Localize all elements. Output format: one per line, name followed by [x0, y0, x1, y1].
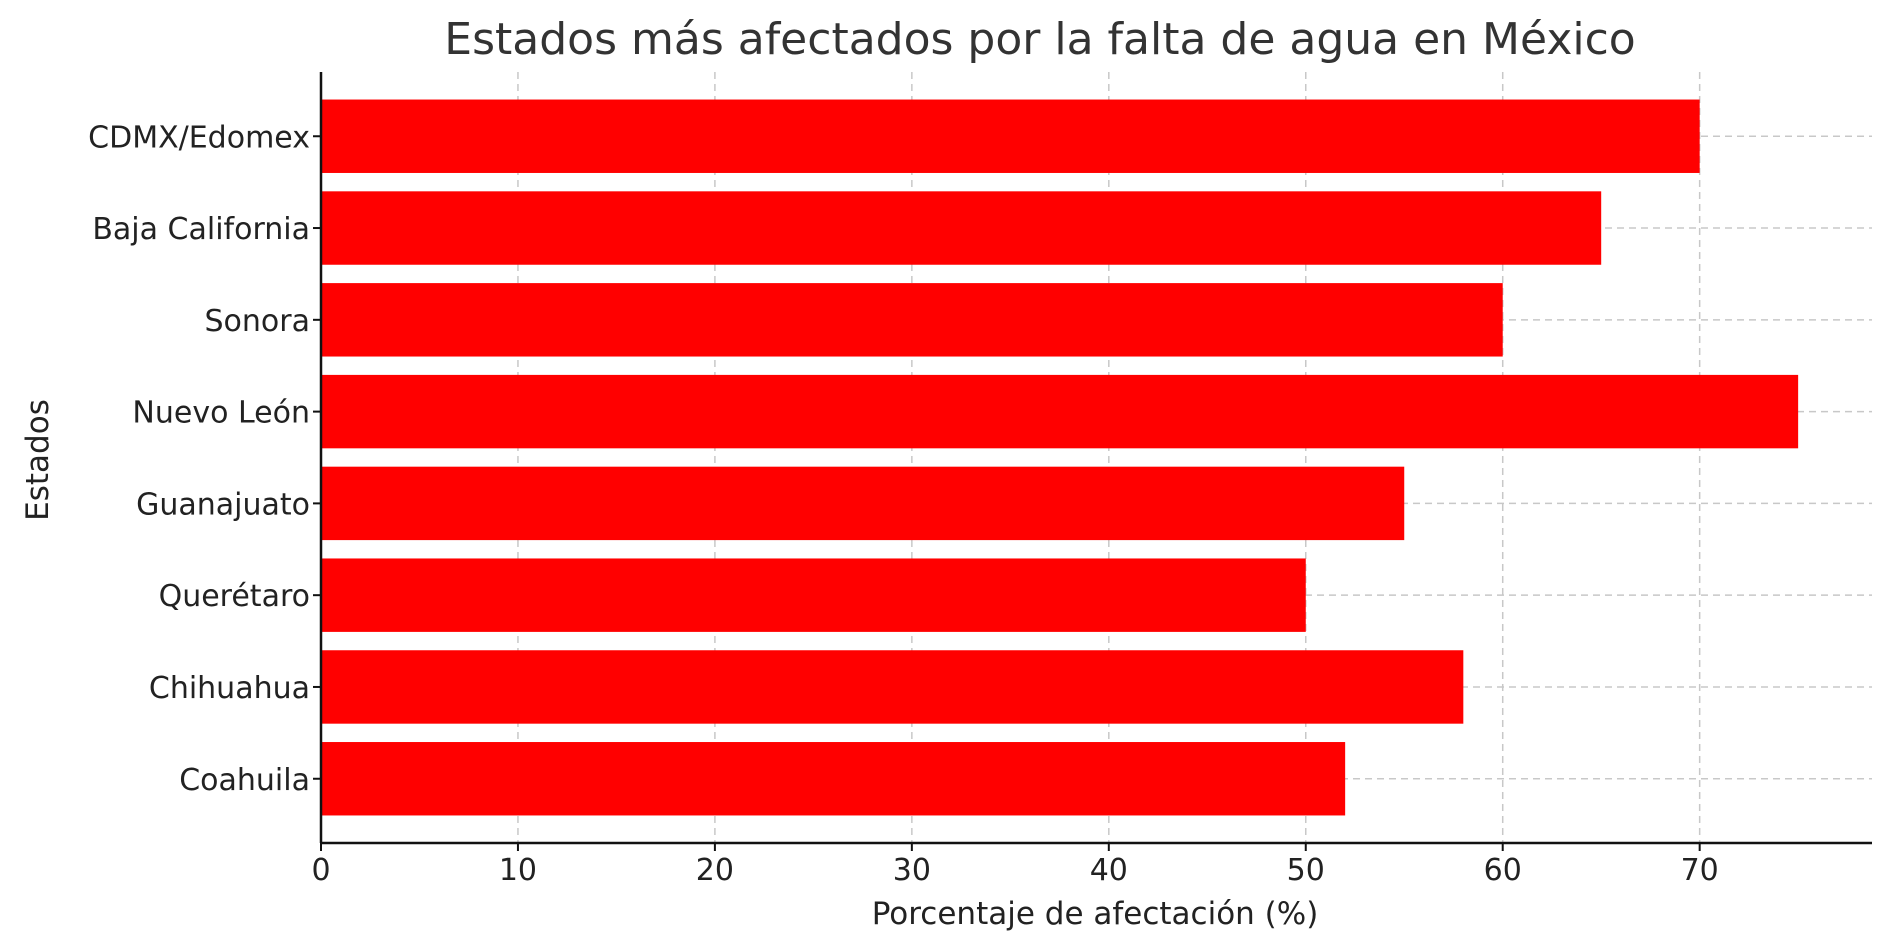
- axes-layer: [319, 72, 1872, 845]
- x-tick-label: 70: [1681, 853, 1719, 888]
- y-tick-label: Sonora: [205, 304, 310, 339]
- x-tick-label: 20: [696, 853, 734, 888]
- bar: [321, 191, 1602, 265]
- y-tick-label: Baja California: [92, 212, 310, 247]
- bar: [321, 466, 1405, 541]
- grid-layer: [320, 72, 1872, 843]
- bar: [321, 558, 1306, 632]
- ticks-layer: 0 10 20 30 40 50 60 70 CDMX/Edomex Baja Californi…: [88, 120, 1719, 888]
- x-tick-label: 50: [1287, 853, 1325, 888]
- y-tick-label: Coahuila: [179, 763, 310, 798]
- y-tick-label: Querétaro: [159, 579, 310, 614]
- y-tick-label: Chihuahua: [149, 671, 310, 706]
- x-tick-label: 0: [311, 853, 330, 888]
- x-tick-label: 60: [1484, 853, 1522, 888]
- chart-title: Estados más afectados por la falta de ag…: [444, 14, 1635, 65]
- x-axis-label: Porcentaje de afectación (%): [872, 896, 1319, 932]
- bar: [321, 99, 1700, 173]
- x-tick-label: 10: [499, 853, 537, 888]
- y-tick-label: Guanajuato: [136, 487, 310, 522]
- bar: [321, 742, 1346, 816]
- y-tick-label: CDMX/Edomex: [88, 120, 310, 155]
- x-tick-label: 40: [1090, 853, 1128, 888]
- x-tick-label: 30: [893, 853, 931, 888]
- y-tick-label: Nuevo León: [132, 396, 310, 431]
- y-axis-label: Estados: [20, 399, 56, 521]
- bar: [321, 374, 1799, 449]
- bars-layer: [321, 99, 1799, 816]
- bar: [321, 283, 1503, 357]
- bar: [321, 650, 1464, 724]
